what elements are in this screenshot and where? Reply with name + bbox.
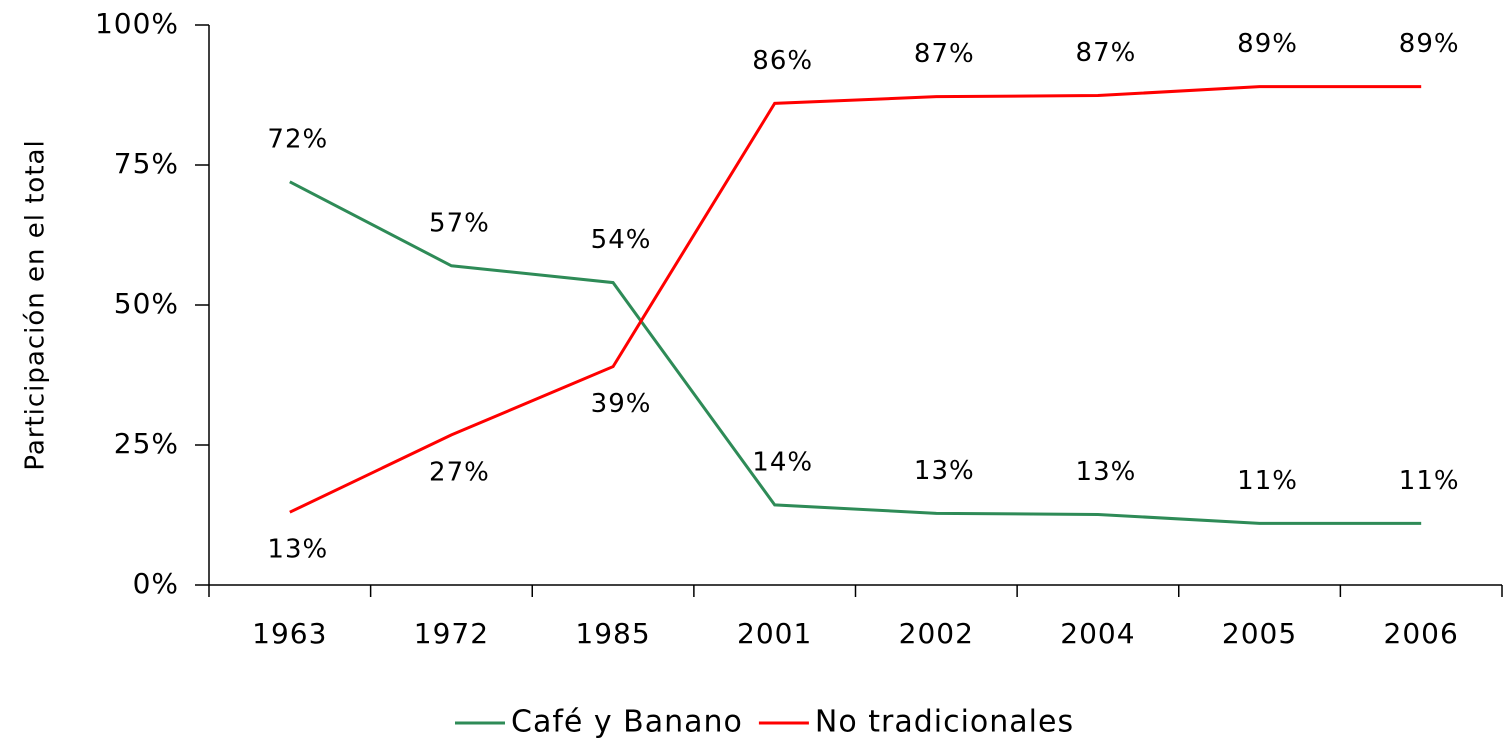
data-label: 86%: [752, 46, 813, 76]
data-label: 14%: [752, 447, 813, 477]
x-tick-label: 1985: [575, 617, 650, 650]
data-label: 89%: [1237, 29, 1298, 59]
x-tick-label: 2006: [1384, 617, 1459, 650]
data-label: 13%: [914, 456, 975, 486]
data-label: 57%: [429, 208, 490, 238]
y-tick-label: 75%: [114, 147, 179, 180]
legend-label: Café y Banano: [511, 705, 743, 740]
y-axis-label: Participación en el total: [21, 139, 51, 470]
data-label: 54%: [591, 225, 652, 255]
y-tick-label: 50%: [114, 287, 179, 320]
data-label: 89%: [1399, 29, 1460, 59]
data-label: 13%: [267, 535, 328, 565]
data-label: 11%: [1399, 466, 1460, 496]
y-tick-label: 25%: [114, 427, 179, 460]
data-label: 87%: [1076, 38, 1137, 68]
series-line: [289, 85, 1422, 514]
y-tick-label: 100%: [95, 7, 179, 40]
data-label: 13%: [1076, 457, 1137, 487]
data-label: 27%: [429, 457, 490, 487]
x-tick-label: 2004: [1060, 617, 1135, 650]
x-tick-label: 2002: [899, 617, 974, 650]
data-label: 39%: [591, 389, 652, 419]
y-tick-label: 0%: [133, 567, 179, 600]
data-label: 11%: [1237, 466, 1298, 496]
x-tick-label: 2001: [737, 617, 812, 650]
series-line: [289, 180, 1422, 525]
x-tick-label: 2005: [1222, 617, 1297, 650]
data-label: 87%: [914, 39, 975, 69]
x-tick-label: 1972: [414, 617, 489, 650]
legend-label: No tradicionales: [815, 705, 1074, 740]
x-tick-label: 1963: [252, 617, 327, 650]
data-label: 72%: [267, 124, 328, 154]
